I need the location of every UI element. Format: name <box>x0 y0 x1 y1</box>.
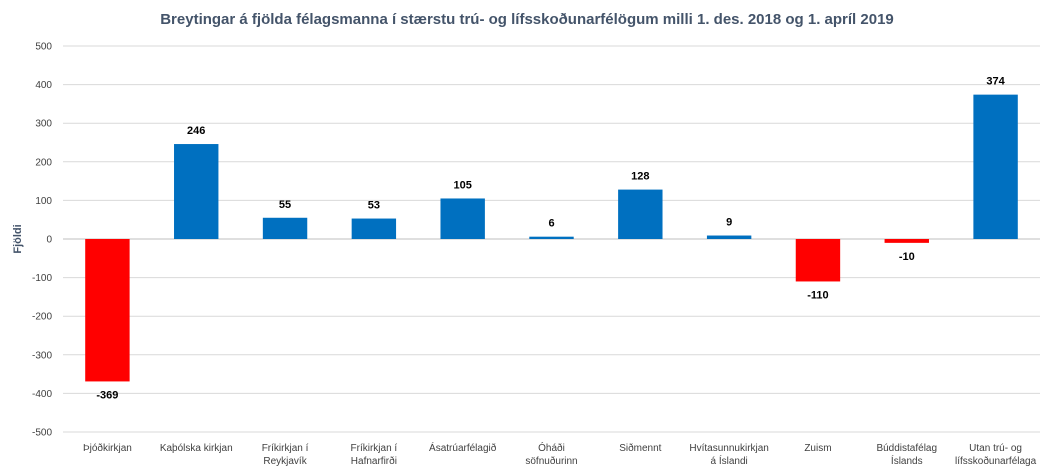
x-tick-label-line: Siðmennt <box>619 442 661 454</box>
x-tick-label-line: Reykjavík <box>263 456 307 467</box>
x-tick-label-line: Þjóðkirkjan <box>83 442 132 454</box>
x-tick-label: Hvítasunnukirkjan á Íslandi <box>689 443 768 467</box>
x-tick-label: Óháði söfnuðurinn <box>525 441 577 467</box>
x-axis-ticks: Þjóðkirkjan Kaþólska kirkjan Fríkirkjan í R… <box>83 441 1037 467</box>
chart-title: Breytingar á fjölda félagsmanna í stærst… <box>160 11 894 28</box>
bar <box>440 198 485 239</box>
bar <box>85 239 130 382</box>
x-tick-label: Fríkirkjan í Hafnarfirði <box>351 443 398 467</box>
bar <box>529 236 574 239</box>
data-label: 6 <box>548 218 554 230</box>
data-label: 9 <box>726 217 732 229</box>
data-label: -110 <box>807 289 828 301</box>
x-tick-label-line: Fríkirkjan í <box>351 443 398 454</box>
y-axis-label: Fjöldi <box>12 224 24 253</box>
bar <box>351 218 397 239</box>
x-tick-label-line: lífsskoðunarfélaga <box>955 455 1037 467</box>
y-tick-label: 400 <box>35 80 52 91</box>
x-tick-label: Ásatrúarfélagið <box>429 441 497 454</box>
y-tick-label: 300 <box>35 119 52 130</box>
x-tick-label-line: á Íslandi <box>711 454 748 467</box>
y-tick-label: -300 <box>32 350 52 361</box>
x-tick-label-line: Utan trú- og <box>969 443 1022 454</box>
x-tick-label: Utan trú- og lífsskoðunarfélaga <box>955 443 1037 467</box>
y-axis-ticks: 500 400 300 200 100 0 -100 -200 -300 -400 -500 <box>32 42 52 439</box>
x-tick-label-line: Búddistafélag <box>876 443 937 454</box>
y-tick-label: -100 <box>32 273 52 284</box>
y-tick-label: -200 <box>32 312 52 323</box>
x-tick-label: Kaþólska kirkjan <box>160 443 233 454</box>
x-tick-label-line: Hafnarfirði <box>351 455 397 467</box>
y-tick-label: 200 <box>35 157 52 168</box>
bar <box>174 144 219 239</box>
bars <box>85 94 1018 382</box>
y-tick-label: 0 <box>46 235 52 246</box>
y-tick-label: 100 <box>35 196 52 207</box>
data-label: 55 <box>279 199 291 211</box>
y-tick-label: 500 <box>35 42 52 53</box>
y-tick-label: -500 <box>32 428 52 439</box>
x-tick-label-line: Óháði <box>538 441 565 454</box>
x-tick-label-line: Hvítasunnukirkjan <box>689 443 768 454</box>
bar <box>262 217 308 239</box>
y-tick-label: -400 <box>32 389 52 400</box>
x-tick-label: Zuism <box>804 443 831 454</box>
x-tick-label-line: Fríkirkjan í <box>262 443 309 454</box>
bar <box>884 239 929 243</box>
data-labels: -369 246 55 53 105 6 128 9 -110 -10 374 <box>96 76 1005 402</box>
data-label: 374 <box>986 76 1005 88</box>
bar <box>973 94 1018 239</box>
x-tick-label: Siðmennt <box>619 442 661 454</box>
x-tick-label: Þjóðkirkjan <box>83 442 132 454</box>
x-tick-label-line: Ásatrúarfélagið <box>429 441 497 454</box>
bar <box>706 235 752 239</box>
x-tick-label: Fríkirkjan í Reykjavík <box>262 443 309 467</box>
data-label: -369 <box>96 389 118 401</box>
x-tick-label: Búddistafélag Íslands <box>876 443 937 467</box>
data-label: 246 <box>187 125 205 137</box>
data-label: 53 <box>368 200 380 212</box>
data-label: -10 <box>899 251 915 263</box>
x-tick-label-line: Íslands <box>891 454 923 467</box>
x-tick-label-line: Kaþólska kirkjan <box>160 443 233 454</box>
x-tick-label-line: Zuism <box>804 443 831 454</box>
data-label: 105 <box>454 179 472 191</box>
bar <box>795 239 841 282</box>
x-tick-label-line: söfnuðurinn <box>525 455 577 467</box>
data-label: 128 <box>631 171 649 183</box>
bar <box>618 189 663 239</box>
